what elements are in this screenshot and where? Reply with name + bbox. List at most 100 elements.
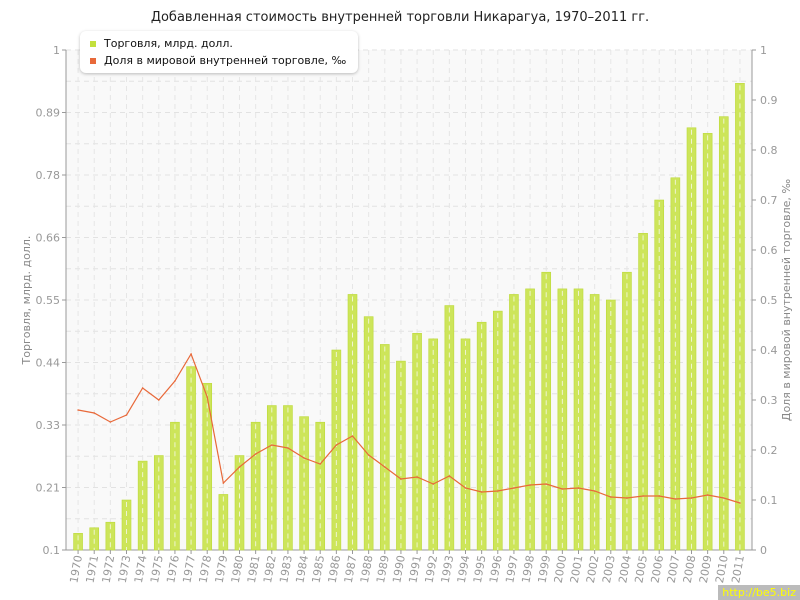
legend-label: Доля в мировой внутренней торговле, ‰ [104,54,347,67]
share-point-1992 [432,483,435,485]
share-point-2008 [690,497,693,499]
left-axis-label: Торговля, млрд. долл. [20,236,33,366]
x-tick-label: 2001 [568,554,586,584]
x-tick-label: 2003 [600,554,618,584]
share-point-1982 [270,444,273,446]
x-tick-label: 1987 [342,554,360,584]
right-tick-label: 0.5 [760,294,778,307]
share-point-1978 [206,396,209,398]
left-tick-label: 0.33 [36,419,61,432]
right-axis-label: Доля в мировой внутренней торговле, ‰ [780,179,793,422]
share-point-1981 [254,453,257,455]
chart-title: Добавленная стоимость внутренней торговл… [150,10,650,25]
x-tick-label: 1988 [358,554,376,584]
x-tick-label: 2009 [697,554,715,584]
bar-1981 [250,421,261,551]
share-point-1994 [464,487,467,489]
share-point-2007 [674,498,677,500]
x-tick-label: 1998 [519,554,537,584]
right-tick-label: 0.9 [760,94,778,107]
x-tick-label: 1995 [471,554,489,584]
x-tick-label: 1980 [229,554,247,584]
x-tick-label: 2000 [552,554,570,584]
right-tick-label: 0 [760,544,767,557]
share-point-1974 [141,387,144,389]
share-point-1986 [335,444,338,446]
share-point-1972 [109,421,112,423]
share-point-1999 [545,483,548,485]
x-tick-label: 1993 [439,554,457,584]
left-tick-label: 0.55 [36,294,61,307]
x-tick-label: 1972 [100,554,118,584]
x-tick-label: 1977 [180,554,198,584]
x-tick-label: 2002 [584,554,602,584]
x-tick-label: 1994 [455,554,473,584]
share-point-1996 [496,490,499,492]
x-tick-label: 1997 [503,554,521,584]
share-point-1977 [190,353,192,355]
watermark[interactable]: http://be5.biz [718,585,800,600]
x-tick-label: 2006 [649,554,667,584]
left-tick-label: 0.1 [43,544,61,557]
x-tick-label: 1974 [132,554,150,584]
share-point-2009 [706,494,709,496]
share-point-1976 [174,380,176,382]
left-tick-label: 0.66 [36,232,61,245]
share-point-1998 [529,484,531,486]
x-tick-label: 1991 [406,554,424,584]
x-tick-label: 1983 [277,554,295,584]
left-tick-label: 0.21 [36,482,61,495]
x-tick-label: 2005 [632,554,650,584]
x-tick-label: 1989 [374,554,392,584]
x-tick-label: 1971 [84,554,102,584]
x-tick-label: 2011 [729,554,747,584]
share-point-1995 [480,491,483,493]
x-tick-label: 1978 [197,554,215,584]
share-point-2001 [577,487,580,489]
share-point-1975 [157,399,160,401]
legend-swatch-orange [90,58,96,64]
right-tick-label: 1 [760,44,767,57]
share-point-1990 [400,478,402,480]
share-line [77,352,741,504]
share-point-2005 [642,495,644,497]
share-point-1979 [222,482,225,484]
right-tick-label: 0.4 [760,344,778,357]
x-tick-label: 1999 [536,554,554,584]
x-tick-label: 1984 [293,554,311,584]
x-tick-label: 1985 [310,554,328,584]
share-point-1984 [303,457,305,459]
bar-1976 [170,421,180,551]
share-point-2006 [658,495,661,497]
right-tick-label: 0.1 [760,494,778,507]
x-tick-label: 1996 [487,554,505,584]
share-point-1993 [448,475,451,477]
share-point-1983 [287,447,289,449]
x-tick-label: 1981 [245,554,263,584]
share-point-2010 [722,497,725,499]
share-point-2003 [609,496,612,498]
left-tick-label: 1 [53,44,60,57]
right-tick-label: 0.3 [760,394,778,407]
share-point-2004 [626,497,628,499]
share-point-2002 [593,490,596,492]
share-point-1980 [238,466,241,468]
legend: Торговля, млрд. долл. Доля в мировой вну… [80,31,359,73]
share-point-1985 [319,463,322,465]
x-tick-label: 2010 [713,554,731,584]
right-tick-label: 0.6 [760,244,778,257]
x-tick-label: 1982 [261,554,279,584]
right-tick-label: 0.7 [760,194,778,207]
x-tick-label: 1973 [116,554,134,584]
right-tick-label: 0.8 [760,144,778,157]
left-tick-label: 0.44 [36,357,61,370]
share-point-1991 [416,476,418,478]
left-tick-label: 0.89 [36,107,61,120]
x-tick-label: 2008 [681,554,699,584]
legend-item-trade: Торговля, млрд. долл. [90,35,346,52]
share-point-2000 [561,488,564,490]
share-point-1971 [93,412,96,414]
share-point-1989 [383,466,386,468]
left-tick-label: 0.78 [36,169,61,182]
